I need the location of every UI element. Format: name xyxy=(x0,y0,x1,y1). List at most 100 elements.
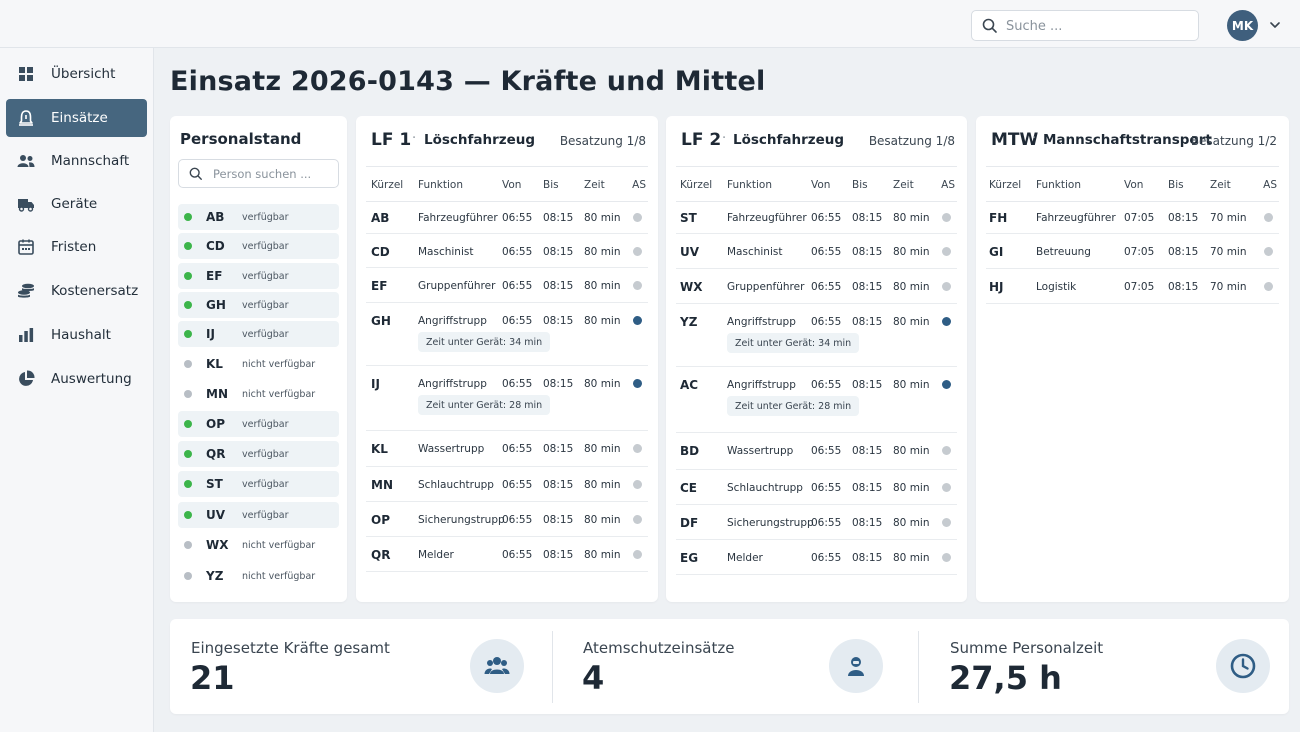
table-row[interactable]: ST Fahrzeugführer 06:55 08:15 80 min xyxy=(676,200,957,234)
crew-count: Besatzung 1/8 xyxy=(559,134,646,148)
sidebar-item-5[interactable]: Fristen xyxy=(6,228,147,266)
table-row[interactable]: CD Maschinist 06:55 08:15 80 min xyxy=(366,234,648,268)
cell-fn: Maschinist xyxy=(727,246,783,258)
cell-bis: 08:15 xyxy=(543,479,574,491)
sidebar-item-label: Übersicht xyxy=(51,66,116,82)
person-row[interactable]: YZ nicht verfügbar xyxy=(178,563,339,589)
table-row[interactable]: HJ Logistik 07:05 08:15 70 min xyxy=(986,269,1279,304)
person-row[interactable]: AB verfügbar xyxy=(178,204,339,230)
sidebar-item-8[interactable]: Auswertung xyxy=(6,360,147,398)
column-header[interactable]: Bis xyxy=(852,179,868,191)
sidebar-item-7[interactable]: Haushalt xyxy=(6,316,147,354)
column-header[interactable]: Bis xyxy=(543,179,559,191)
status-dot xyxy=(184,330,192,338)
table-row[interactable]: MN Schlauchtrupp 06:55 08:15 80 min xyxy=(366,467,648,502)
table-row[interactable]: EF Gruppenführer 06:55 08:15 80 min xyxy=(366,268,648,303)
person-row[interactable]: OP verfügbar xyxy=(178,411,339,437)
person-kuerzel: CD xyxy=(206,239,225,253)
column-header[interactable]: Zeit xyxy=(1210,179,1231,191)
table-row[interactable]: GH Angriffstrupp 06:55 08:15 80 min Zeit unte… xyxy=(366,303,648,366)
vehicle-name: LF 2 xyxy=(681,130,722,150)
table-row[interactable]: FH Fahrzeugführer 07:05 08:15 70 min xyxy=(986,200,1279,234)
cell-bis: 08:15 xyxy=(543,378,574,390)
table-row[interactable]: KL Wassertrupp 06:55 08:15 80 min xyxy=(366,431,648,467)
cell-bis: 08:15 xyxy=(543,246,574,258)
column-header[interactable]: Kürzel xyxy=(371,179,404,191)
table-row[interactable]: IJ Angriffstrupp 06:55 08:15 80 min Zeit unte… xyxy=(366,366,648,431)
sidebar-item-3[interactable]: Mannschaft xyxy=(6,142,147,180)
sidebar-item-2[interactable]: Einsätze xyxy=(6,99,147,137)
table-row[interactable]: BD Wassertrupp 06:55 08:15 80 min xyxy=(676,433,957,470)
person-row[interactable]: MN nicht verfügbar xyxy=(178,381,339,407)
cell-fn: Schlauchtrupp xyxy=(418,479,494,491)
column-header[interactable]: Zeit xyxy=(584,179,605,191)
column-header[interactable]: AS xyxy=(941,179,955,191)
table-row[interactable]: AB Fahrzeugführer 06:55 08:15 80 min xyxy=(366,200,648,234)
column-header[interactable]: Funktion xyxy=(1036,179,1081,191)
status-dot xyxy=(184,242,192,250)
cell-von: 06:55 xyxy=(811,517,842,529)
coins-icon xyxy=(17,282,35,300)
table-row[interactable]: OP Sicherungstrupp 06:55 08:15 80 min xyxy=(366,502,648,537)
sidebar-item-4[interactable]: Geräte xyxy=(6,185,147,223)
person-row[interactable]: WX nicht verfügbar xyxy=(178,532,339,558)
summary-value-as: 4 xyxy=(582,659,605,697)
sidebar-item-6[interactable]: Kostenersatz xyxy=(6,272,147,310)
table-row[interactable]: DF Sicherungstrupp 06:55 08:15 80 min xyxy=(676,505,957,540)
person-search-input[interactable] xyxy=(213,164,331,184)
table-row[interactable]: CE Schlauchtrupp 06:55 08:15 80 min xyxy=(676,470,957,505)
table-row[interactable]: QR Melder 06:55 08:15 80 min xyxy=(366,537,648,572)
status-dot xyxy=(184,301,192,309)
person-kuerzel: MN xyxy=(206,387,228,401)
global-search-input[interactable] xyxy=(1006,15,1192,37)
user-avatar[interactable]: MK xyxy=(1227,10,1258,41)
column-header[interactable]: Zeit xyxy=(893,179,914,191)
person-kuerzel: GH xyxy=(206,298,226,312)
table-row[interactable]: EG Melder 06:55 08:15 80 min xyxy=(676,540,957,575)
column-header[interactable]: Bis xyxy=(1168,179,1184,191)
column-header[interactable]: Von xyxy=(811,179,831,191)
sidebar-item-1[interactable]: Übersicht xyxy=(6,55,147,93)
person-search[interactable] xyxy=(178,159,339,188)
cell-bis: 08:15 xyxy=(852,482,883,494)
column-header[interactable]: Kürzel xyxy=(989,179,1022,191)
table-row[interactable]: AC Angriffstrupp 06:55 08:15 80 min Zeit unte… xyxy=(676,367,957,433)
cell-von: 06:55 xyxy=(811,212,842,224)
cell-zeit: 80 min xyxy=(584,378,621,390)
column-header[interactable]: Kürzel xyxy=(680,179,713,191)
people-icon xyxy=(17,152,35,170)
cell-von: 06:55 xyxy=(502,479,533,491)
cell-bis: 08:15 xyxy=(852,316,883,328)
table-row[interactable]: UV Maschinist 06:55 08:15 80 min xyxy=(676,234,957,269)
chevron-down-icon[interactable] xyxy=(1268,18,1282,32)
column-header[interactable]: AS xyxy=(632,179,646,191)
person-row[interactable]: KL nicht verfügbar xyxy=(178,351,339,377)
breathing-apparatus-status-dot xyxy=(1264,213,1273,222)
person-row[interactable]: QR verfügbar xyxy=(178,441,339,467)
cell-kz: GI xyxy=(989,245,1004,259)
sidebar-item-label: Geräte xyxy=(51,196,98,212)
column-header[interactable]: Von xyxy=(502,179,522,191)
column-header[interactable]: Funktion xyxy=(727,179,772,191)
person-row[interactable]: IJ verfügbar xyxy=(178,321,339,347)
column-header[interactable]: AS xyxy=(1263,179,1277,191)
cell-von: 06:55 xyxy=(502,378,533,390)
person-row[interactable]: GH verfügbar xyxy=(178,292,339,318)
breathing-apparatus-icon xyxy=(829,639,883,693)
summary-value-forces: 21 xyxy=(190,659,235,697)
time-under-apparatus-badge: Zeit unter Gerät: 28 min xyxy=(418,395,551,415)
column-header[interactable]: Funktion xyxy=(418,179,463,191)
person-row[interactable]: ST verfügbar xyxy=(178,471,339,497)
column-header[interactable]: Von xyxy=(1124,179,1144,191)
cell-zeit: 70 min xyxy=(1210,281,1247,293)
person-row[interactable]: UV verfügbar xyxy=(178,502,339,528)
person-row[interactable]: CD verfügbar xyxy=(178,233,339,259)
table-row[interactable]: YZ Angriffstrupp 06:55 08:15 80 min Zeit unte… xyxy=(676,304,957,367)
person-status: verfügbar xyxy=(242,509,289,521)
person-row[interactable]: EF verfügbar xyxy=(178,263,339,289)
time-under-apparatus-badge: Zeit unter Gerät: 34 min xyxy=(418,332,551,352)
table-row[interactable]: WX Gruppenführer 06:55 08:15 80 min xyxy=(676,269,957,304)
global-search[interactable] xyxy=(971,10,1199,41)
table-row[interactable]: GI Betreuung 07:05 08:15 70 min xyxy=(986,234,1279,269)
cell-fn: Angriffstrupp xyxy=(418,315,487,327)
